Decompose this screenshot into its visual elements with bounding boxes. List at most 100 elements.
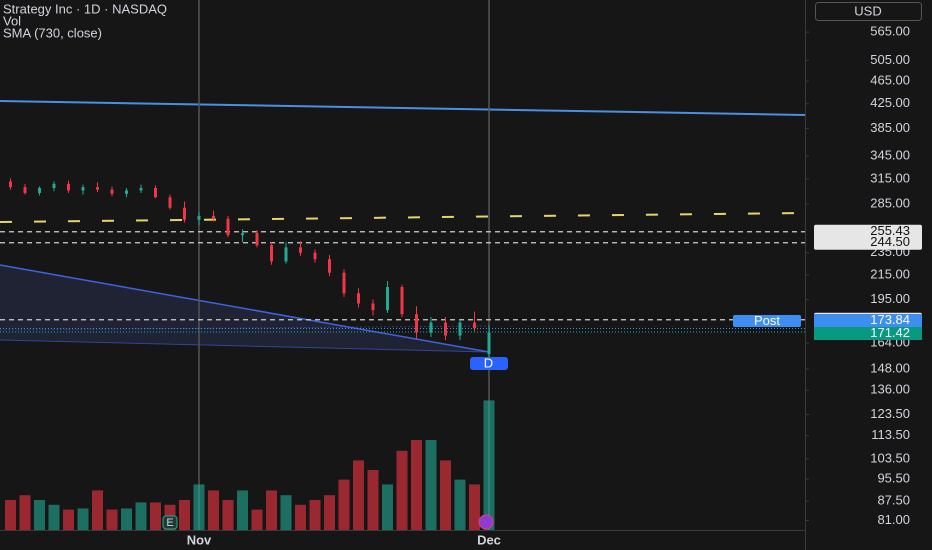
price-label: 255.43: [870, 223, 910, 238]
candle-body: [400, 287, 404, 315]
candle-body: [342, 272, 346, 294]
candle-body: [473, 322, 476, 329]
volume-bar: [208, 490, 219, 530]
last-price-label: 171.42: [870, 325, 910, 340]
volume-bar: [92, 490, 103, 530]
candle-body: [212, 215, 215, 219]
volume-bar: [280, 495, 292, 530]
dividend-marker: [470, 357, 508, 370]
y-tick-label: 95.50: [877, 471, 910, 486]
volume-bar: [237, 490, 248, 530]
indicator-label: Vol: [3, 13, 21, 28]
volume-bar: [266, 490, 277, 530]
volume-bar: [150, 502, 161, 530]
y-tick-label: 315.00: [870, 170, 910, 185]
y-tick-label: 103.50: [870, 450, 910, 465]
volume-bar: [34, 500, 45, 530]
volume-bar: [396, 450, 408, 530]
candle-body: [81, 187, 85, 191]
candle-body: [415, 314, 418, 333]
candle-body: [197, 215, 201, 220]
indicator-label: SMA (730, close): [3, 25, 102, 40]
y-tick-label: 425.00: [870, 95, 910, 110]
candle-body: [110, 189, 114, 194]
post-price-box: [814, 314, 922, 327]
volume-bar: [77, 508, 89, 530]
candle-body: [125, 190, 128, 194]
y-tick-label: 87.50: [877, 493, 910, 508]
post-price-label: 173.84: [870, 312, 910, 327]
candle-body: [38, 187, 41, 193]
candle-body: [255, 233, 259, 246]
currency-button[interactable]: [815, 2, 922, 21]
candle-body: [386, 287, 389, 311]
dividend-marker-label: D: [484, 355, 493, 370]
candle-body: [9, 181, 12, 188]
volume-bar: [179, 500, 190, 530]
y-tick-label: 385.00: [870, 120, 910, 135]
candle-body: [284, 247, 288, 262]
y-tick-label: 345.00: [870, 148, 910, 163]
candle-body: [487, 332, 491, 355]
volume-bar: [251, 509, 263, 530]
volume-bar: [382, 484, 393, 530]
y-tick-label: 113.50: [871, 427, 910, 442]
volume-bar: [295, 504, 306, 530]
volume-bar: [63, 509, 74, 530]
volume-bar: [121, 508, 132, 530]
y-tick-label: 148.00: [870, 360, 910, 375]
volume-bar: [135, 502, 147, 530]
last-price-box: [814, 327, 922, 340]
y-tick-label: 505.00: [870, 52, 910, 67]
candle-body: [444, 322, 447, 336]
volume-bar: [454, 479, 466, 530]
volume-bar: [367, 470, 379, 530]
y-tick-label: 215.00: [870, 266, 910, 281]
y-tick-label: 136.00: [870, 382, 910, 397]
volume-bar: [440, 460, 451, 530]
y-tick-label: 81.00: [877, 512, 910, 527]
volume-bar: [193, 484, 205, 530]
volume-bar: [338, 479, 350, 530]
volume-bar: [19, 495, 31, 530]
x-tick-label: Nov: [187, 532, 212, 547]
y-tick-label: 465.00: [870, 73, 910, 88]
candle-body: [96, 187, 99, 190]
volume-bar: [222, 500, 234, 530]
candle-body: [458, 322, 462, 336]
post-tag-label: Post: [754, 313, 780, 328]
candle-body: [154, 187, 157, 198]
news-icon: [478, 514, 494, 530]
volume-bar: [483, 400, 495, 530]
volume-bar: [48, 504, 60, 530]
candle-body: [241, 233, 244, 236]
y-tick-label: 195.00: [870, 291, 910, 306]
candle-body: [328, 259, 331, 273]
price-label: 244.50: [870, 234, 910, 249]
candle-body: [371, 303, 375, 311]
candle-body: [429, 322, 433, 333]
earnings-marker: [162, 515, 178, 530]
y-tick-label: 285.00: [870, 196, 910, 211]
volume-bar: [469, 484, 480, 530]
trend-line: [0, 325, 490, 331]
candle-body: [52, 183, 56, 188]
candle-body: [226, 218, 230, 236]
volume-bar: [106, 509, 118, 530]
chart-title: Strategy Inc · 1D · NASDAQ: [3, 1, 167, 16]
candle-body: [67, 183, 70, 191]
candle-body: [183, 207, 186, 220]
price-label-box: [814, 235, 922, 250]
candle-body: [313, 252, 317, 260]
price-axis-panel: [805, 0, 932, 550]
candle-body: [357, 293, 360, 304]
candle-body: [270, 245, 273, 262]
volume-bar: [425, 440, 437, 530]
x-tick-label: Dec: [477, 532, 501, 547]
volume-bar: [411, 440, 422, 530]
candle-body: [23, 187, 27, 193]
y-tick-label: 565.00: [870, 24, 910, 39]
currency-label[interactable]: USD: [854, 3, 881, 18]
candle-body: [299, 247, 302, 253]
